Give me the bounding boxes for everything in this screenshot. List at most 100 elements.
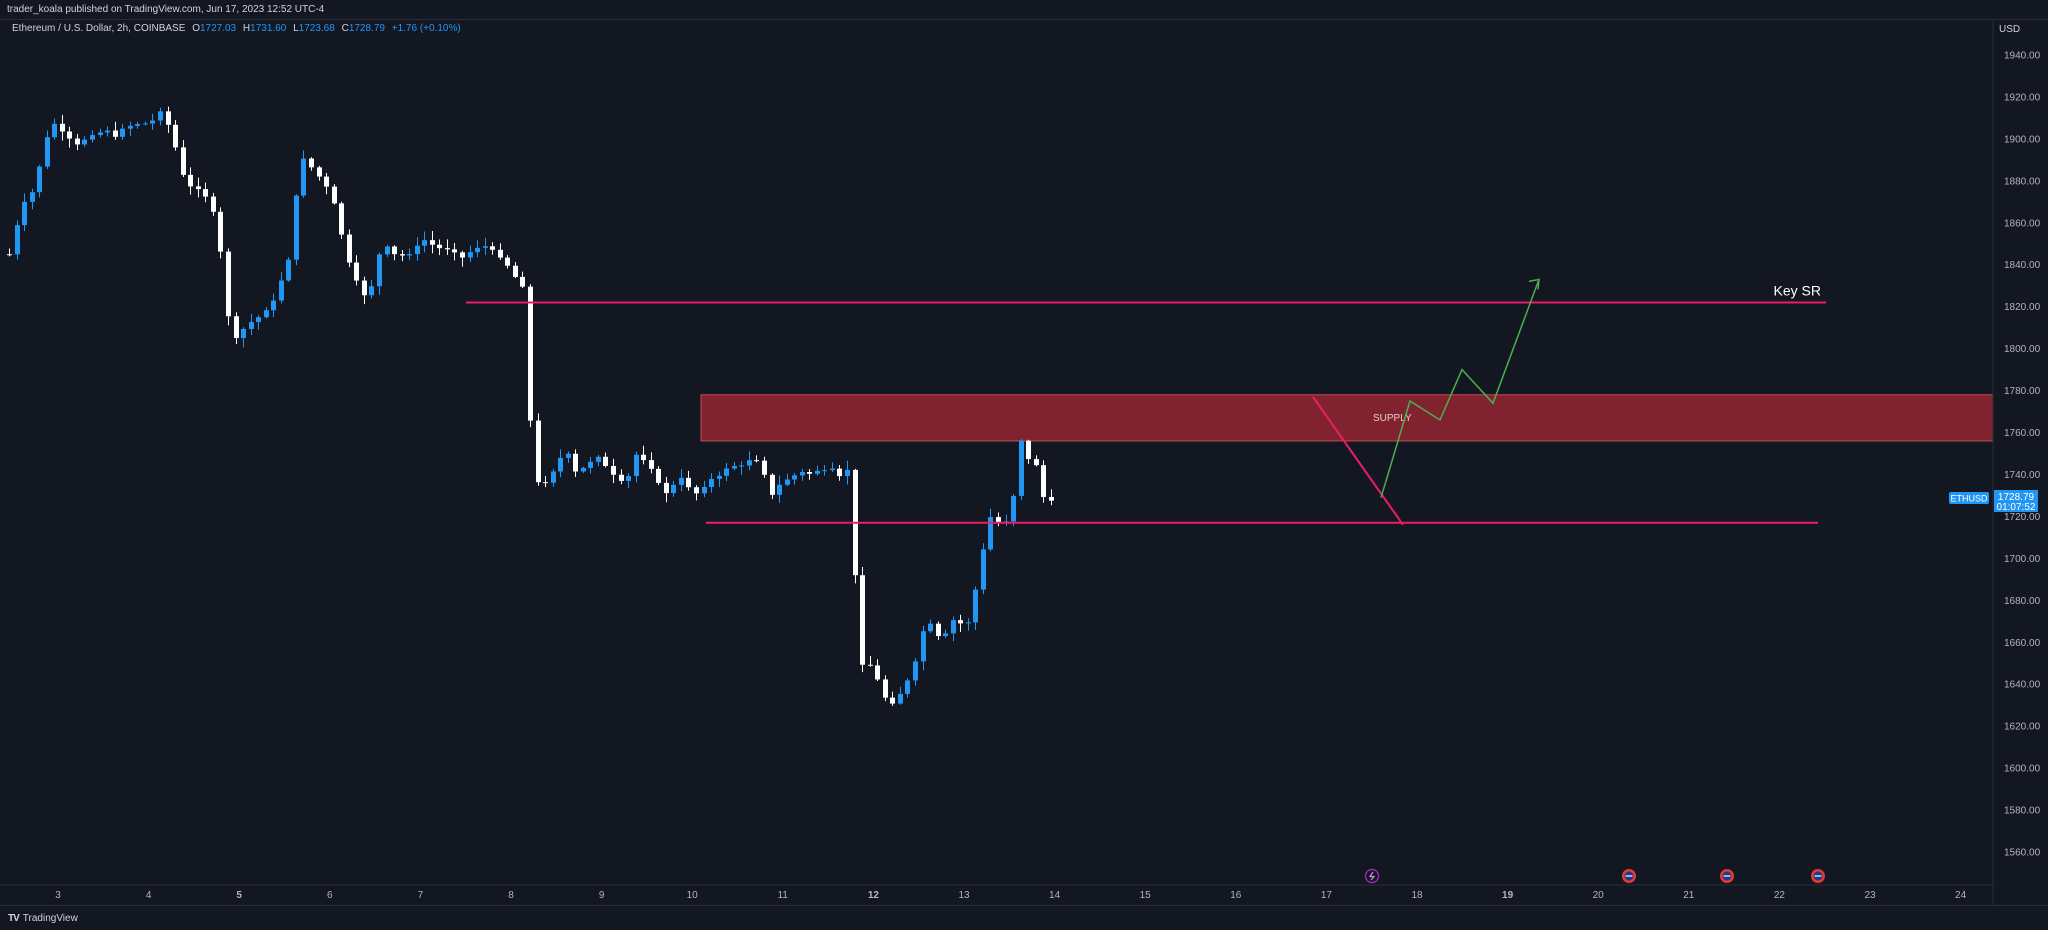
low-label: L bbox=[293, 23, 299, 34]
candle-body bbox=[694, 487, 699, 494]
candle-body bbox=[188, 174, 193, 187]
candle-body bbox=[966, 622, 971, 624]
candle-body bbox=[626, 476, 631, 481]
candle-body bbox=[173, 124, 178, 148]
price-tick-label: 1920.00 bbox=[2004, 92, 2041, 103]
candle-body bbox=[15, 225, 20, 255]
time-tick-label: 13 bbox=[958, 890, 970, 901]
candle-body bbox=[218, 211, 223, 252]
symbol-name[interactable]: Ethereum / U.S. Dollar, 2h, COINBASE bbox=[12, 23, 186, 34]
candle-body bbox=[430, 240, 435, 245]
symbol-tag-bg[interactable] bbox=[1949, 491, 1989, 504]
candle-body bbox=[475, 247, 480, 253]
open-label: O bbox=[192, 23, 200, 34]
candle-body bbox=[286, 259, 291, 281]
price-tick-label: 1680.00 bbox=[2004, 596, 2041, 607]
candle-body bbox=[452, 249, 457, 253]
candle-body bbox=[724, 468, 729, 476]
time-tick-label: 9 bbox=[599, 890, 605, 901]
candle-body bbox=[113, 130, 118, 137]
candle-body bbox=[45, 137, 50, 167]
candle-body bbox=[868, 664, 873, 666]
candle-body bbox=[22, 201, 27, 226]
candle-body bbox=[196, 186, 201, 190]
candle-body bbox=[717, 475, 722, 479]
candle-body bbox=[37, 166, 42, 193]
candle-body bbox=[67, 131, 72, 139]
time-tick-label: 21 bbox=[1683, 890, 1695, 901]
candle-body bbox=[679, 477, 684, 485]
projection-path[interactable] bbox=[1380, 279, 1540, 498]
candle-body bbox=[958, 620, 963, 624]
candle-body bbox=[347, 234, 352, 263]
candle-body bbox=[709, 478, 714, 487]
tradingview-logo-icon: TV bbox=[8, 913, 20, 924]
candle-body bbox=[641, 454, 646, 461]
candle-body bbox=[822, 470, 827, 472]
trendline[interactable] bbox=[1312, 396, 1404, 526]
price-tick-label: 1700.00 bbox=[2004, 554, 2041, 565]
time-tick-label: 16 bbox=[1230, 890, 1242, 901]
candle-body bbox=[1041, 465, 1046, 497]
lightning-event-icon[interactable] bbox=[1364, 868, 1380, 884]
high-value: 1731.60 bbox=[250, 23, 287, 34]
candle-body bbox=[800, 472, 805, 476]
candle-body bbox=[883, 679, 888, 698]
candle-body bbox=[7, 254, 12, 256]
candle-body bbox=[150, 120, 155, 124]
candle-body bbox=[973, 589, 978, 623]
candle-body bbox=[513, 265, 518, 277]
tradingview-brand[interactable]: TV TradingView bbox=[8, 913, 78, 924]
us-flag-event-icon[interactable] bbox=[1720, 869, 1734, 883]
candle-body bbox=[354, 262, 359, 281]
time-tick-label: 22 bbox=[1774, 890, 1786, 901]
candle-body bbox=[671, 484, 676, 494]
time-tick-label: 11 bbox=[778, 890, 789, 901]
candle-body bbox=[271, 300, 276, 311]
supply-zone-rect[interactable] bbox=[700, 394, 1994, 442]
time-tick-label: 14 bbox=[1049, 890, 1061, 901]
candle-body bbox=[1034, 459, 1039, 466]
candle-body bbox=[611, 466, 616, 475]
price-axis[interactable]: 1940.00 1920.00 1900.00 1880.00 1860.00 1840.… bbox=[1949, 19, 2041, 905]
candle-body bbox=[890, 697, 895, 704]
candle-body bbox=[988, 517, 993, 550]
candle-body bbox=[98, 132, 103, 136]
candle-body bbox=[943, 633, 948, 637]
price-chart[interactable]: SUPPLY Key SR 1940.00 1920.00 1900.00 1880.… bbox=[0, 19, 2048, 905]
candle-body bbox=[664, 482, 669, 494]
candle-body bbox=[830, 468, 835, 471]
candle-body bbox=[385, 246, 390, 255]
candle-body bbox=[807, 472, 812, 474]
currency-label: USD bbox=[1999, 24, 2021, 35]
drawings[interactable]: Key SR bbox=[466, 278, 1826, 526]
supply-zone[interactable]: SUPPLY bbox=[700, 394, 1994, 442]
candle-body bbox=[792, 475, 797, 480]
candle-body bbox=[1026, 440, 1031, 460]
candle-body bbox=[490, 246, 495, 250]
us-flag-event-icon[interactable] bbox=[1811, 869, 1825, 883]
time-axis[interactable]: 3 4 5 6 7 8 9 10 11 12 13 14 15 16 17 18 19 20 21 22 23 24 bbox=[0, 884, 1993, 901]
candle-body bbox=[649, 460, 654, 469]
candle-body bbox=[377, 254, 382, 287]
candle-body bbox=[981, 549, 986, 590]
supply-label: SUPPLY bbox=[1373, 413, 1412, 424]
candle-body bbox=[422, 240, 427, 246]
candle-body bbox=[332, 186, 337, 204]
candle-body bbox=[301, 158, 306, 196]
key-sr-label: Key SR bbox=[1774, 282, 1821, 298]
time-tick-label: 8 bbox=[508, 890, 514, 901]
price-tick-label: 1740.00 bbox=[2004, 470, 2041, 481]
candle-body bbox=[936, 623, 941, 637]
candle-body bbox=[528, 286, 533, 421]
price-tick-label: 1640.00 bbox=[2004, 680, 2041, 691]
symbol-legend[interactable]: Ethereum / U.S. Dollar, 2h, COINBASE O 17… bbox=[12, 23, 461, 34]
candle-body bbox=[596, 456, 601, 462]
current-price-tag[interactable] bbox=[1994, 489, 2038, 512]
us-flag-event-icon[interactable] bbox=[1622, 869, 1636, 883]
candle-body bbox=[634, 454, 639, 477]
event-markers[interactable] bbox=[1364, 868, 1826, 884]
price-tick-label: 1620.00 bbox=[2004, 722, 2041, 733]
candle-body bbox=[135, 123, 140, 126]
candle-body bbox=[203, 189, 208, 197]
